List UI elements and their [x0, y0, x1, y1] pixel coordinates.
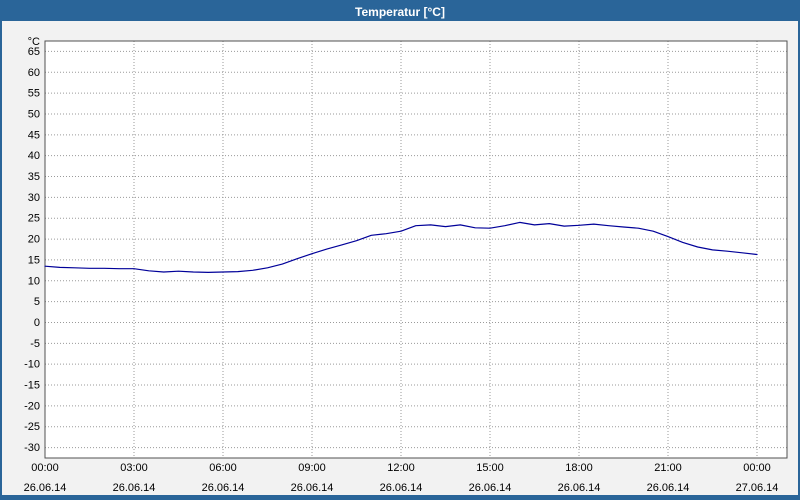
y-axis-unit-label: °C [28, 36, 40, 48]
x-tick-date-label: 26.06.14 [469, 482, 512, 494]
temperature-chart: °C65605550454035302520151050-5-10-15-20-… [24, 36, 788, 494]
plot-background [45, 41, 787, 458]
x-tick-date-label: 26.06.14 [202, 482, 245, 494]
x-tick-time-label: 15:00 [476, 462, 504, 474]
x-tick-date-label: 27.06.14 [736, 482, 779, 494]
y-tick-label: 40 [28, 150, 40, 162]
x-tick-date-label: 26.06.14 [24, 482, 67, 494]
x-tick-time-label: 00:00 [743, 462, 771, 474]
x-tick-date-label: 26.06.14 [113, 482, 156, 494]
temperature-line [44, 221, 758, 273]
x-tick-date-label: 26.06.14 [558, 482, 601, 494]
y-tick-label: -5 [30, 338, 40, 350]
x-tick-time-label: 21:00 [654, 462, 682, 474]
x-tick-time-label: 03:00 [120, 462, 148, 474]
plot-border [44, 40, 788, 459]
x-tick-date-label: 26.06.14 [647, 482, 690, 494]
y-tick-label: 10 [28, 275, 40, 287]
y-tick-label: 60 [28, 67, 40, 79]
x-tick-date-label: 26.06.14 [291, 482, 334, 494]
x-tick-time-label: 06:00 [209, 462, 237, 474]
y-tick-label: 0 [34, 317, 40, 329]
x-tick-time-label: 09:00 [298, 462, 326, 474]
y-tick-label: 25 [28, 213, 40, 225]
y-tick-label: 55 [28, 88, 40, 100]
y-tick-label: 65 [28, 46, 40, 58]
y-tick-label: -15 [24, 380, 40, 392]
window-titlebar[interactable]: Temperatur [°C] [2, 2, 798, 21]
y-tick-label: -30 [24, 442, 40, 454]
x-tick-time-label: 18:00 [565, 462, 593, 474]
y-tick-label: 5 [34, 296, 40, 308]
x-tick-date-label: 26.06.14 [380, 482, 423, 494]
window-title: Temperatur [°C] [355, 4, 445, 19]
x-tick-time-label: 00:00 [31, 462, 59, 474]
chart-area: °C 65 60 55 50 45 40 35 30 25 20 15 10 5 0 -5 -10 -15 -20-… [2, 21, 798, 495]
y-tick-label: -25 [24, 421, 40, 433]
y-tick-label: 15 [28, 254, 40, 266]
y-tick-label: 35 [28, 171, 40, 183]
y-tick-label: 30 [28, 192, 40, 204]
y-tick-label: 50 [28, 108, 40, 120]
y-tick-label: 45 [28, 129, 40, 141]
y-tick-label: -10 [24, 359, 40, 371]
y-tick-label: 20 [28, 234, 40, 246]
y-tick-label: -20 [24, 400, 40, 412]
x-tick-time-label: 12:00 [387, 462, 415, 474]
